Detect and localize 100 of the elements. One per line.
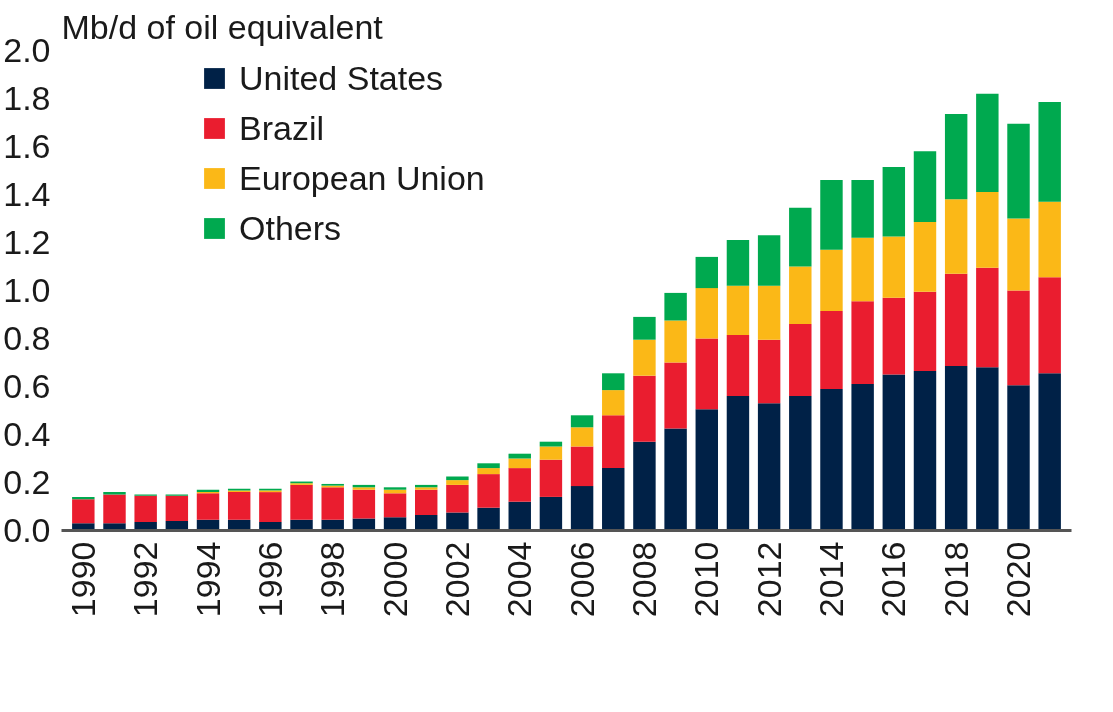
- bar: [103, 492, 126, 495]
- bar: [633, 316, 656, 340]
- bar: [789, 396, 812, 531]
- bar: [508, 468, 531, 502]
- bar: [695, 288, 718, 339]
- bar: [664, 320, 687, 363]
- bar: [695, 409, 718, 531]
- bar: [508, 458, 531, 469]
- bar: [633, 441, 656, 531]
- bar: [165, 495, 189, 521]
- bar: [290, 484, 313, 520]
- y-tick-label: 1.2: [3, 223, 51, 261]
- bar: [446, 512, 469, 531]
- bar: [477, 463, 500, 469]
- bar: [134, 495, 157, 523]
- x-tick-label: 1992: [126, 541, 165, 618]
- bar: [726, 285, 750, 335]
- x-tick-label: 1994: [188, 541, 227, 618]
- bar: [321, 487, 344, 520]
- legend-label: European Union: [239, 158, 485, 198]
- legend-label: United States: [239, 58, 444, 98]
- bar: [602, 390, 625, 416]
- x-tick-label: 1990: [63, 541, 102, 618]
- bar: [882, 374, 906, 531]
- y-tick-label: 0.8: [3, 319, 51, 357]
- bar: [103, 494, 126, 524]
- bar: [820, 310, 843, 389]
- bar: [913, 291, 937, 371]
- bar: [446, 484, 469, 513]
- y-tick-label: 1.6: [3, 127, 51, 165]
- legend-label: Others: [239, 208, 342, 248]
- y-tick-label: 1.4: [3, 175, 51, 213]
- x-tick-label: 2002: [437, 541, 476, 618]
- bar: [508, 501, 531, 531]
- bar: [944, 273, 968, 367]
- bar: [602, 373, 625, 391]
- bar: [508, 453, 531, 459]
- bar: [664, 292, 687, 321]
- x-tick-label: 2008: [624, 541, 663, 618]
- bar: [1007, 290, 1030, 386]
- y-axis-title: Mb/d of oil equivalent: [61, 7, 384, 46]
- bar: [1007, 385, 1030, 531]
- bar: [789, 207, 812, 267]
- x-tick-label: 2014: [811, 541, 850, 618]
- bar: [1007, 123, 1030, 219]
- bar: [1038, 373, 1061, 531]
- x-tick-label: 2010: [687, 541, 726, 618]
- bar: [383, 487, 407, 490]
- bar: [726, 334, 750, 397]
- bar: [913, 151, 937, 223]
- bar: [570, 427, 594, 447]
- bar: [976, 367, 999, 531]
- bar: [820, 180, 843, 250]
- y-tick-label: 1.8: [3, 79, 51, 117]
- bar: [789, 266, 812, 325]
- bar: [944, 199, 968, 274]
- bar: [570, 446, 594, 487]
- bar: [757, 403, 781, 531]
- bar: [72, 499, 95, 524]
- bar: [602, 415, 625, 469]
- bar: [882, 166, 906, 237]
- x-tick-label: 2006: [562, 541, 601, 618]
- bar: [602, 468, 625, 531]
- bar: [446, 480, 469, 485]
- bar: [976, 267, 999, 368]
- bar: [913, 222, 937, 292]
- bar: [196, 493, 220, 520]
- bar: [976, 93, 999, 193]
- bar: [633, 375, 656, 442]
- y-tick-label: 0.0: [3, 511, 51, 549]
- bar: [664, 362, 687, 429]
- bar: [477, 468, 500, 475]
- y-tick-label: 0.4: [3, 415, 51, 453]
- bar: [570, 415, 594, 428]
- bar: [976, 192, 999, 268]
- bar: [259, 492, 282, 523]
- bar: [757, 235, 781, 286]
- x-tick-label: 2020: [999, 541, 1038, 618]
- bar: [882, 236, 906, 298]
- bar: [820, 249, 843, 311]
- bar: [539, 496, 563, 531]
- bar: [757, 285, 781, 340]
- x-tick-label: 2000: [375, 541, 414, 618]
- x-tick-label: 1996: [250, 541, 289, 618]
- bar: [539, 441, 563, 447]
- bar: [851, 180, 874, 238]
- bar: [383, 493, 407, 518]
- x-tick-label: 2016: [874, 541, 913, 618]
- x-tick-label: 2004: [500, 541, 539, 618]
- bar: [726, 396, 750, 531]
- x-tick-label: 1998: [313, 541, 352, 618]
- bar: [227, 492, 251, 520]
- bar: [1038, 102, 1061, 202]
- x-tick-label: 2012: [749, 541, 788, 618]
- bar: [882, 297, 906, 375]
- bar: [633, 339, 656, 376]
- bar: [539, 459, 563, 497]
- bar: [820, 388, 843, 531]
- bar: [757, 339, 781, 404]
- bar: [726, 240, 750, 286]
